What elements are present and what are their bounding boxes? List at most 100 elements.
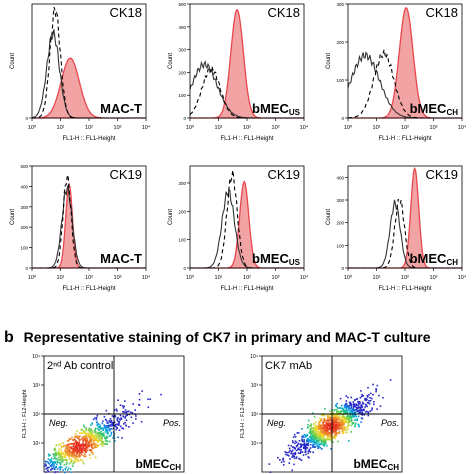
event-dot [77, 444, 80, 447]
event-dot [369, 392, 372, 395]
event-dot [99, 434, 101, 437]
event-dot [308, 441, 310, 443]
event-dot [109, 421, 112, 424]
event-dot [352, 408, 354, 411]
y-tick-label: 0 [341, 266, 344, 271]
event-dot [307, 426, 309, 428]
event-dot [287, 444, 290, 447]
event-dot [90, 429, 93, 431]
event-dot [336, 402, 339, 405]
event-dot [48, 455, 50, 457]
event-dot [61, 457, 64, 459]
event-dot [343, 418, 346, 421]
event-dot [147, 398, 149, 400]
event-dot [333, 437, 335, 439]
event-dot [93, 440, 95, 442]
event-dot [359, 406, 361, 409]
event-dot [350, 424, 353, 427]
event-dot [303, 438, 305, 441]
event-dot [82, 436, 85, 438]
event-dot [336, 426, 339, 429]
event-dot [354, 405, 356, 408]
event-dot [83, 426, 86, 428]
event-dot [350, 418, 353, 420]
event-dot [301, 438, 303, 440]
event-dot [94, 445, 96, 448]
event-dot [280, 461, 283, 463]
event-dot [112, 423, 114, 426]
event-dot [76, 445, 78, 448]
event-dot [364, 406, 366, 408]
event-dot [343, 422, 346, 425]
x-tick-label: 10¹ [215, 125, 223, 131]
event-dot [85, 435, 87, 437]
event-dot [312, 451, 314, 454]
event-dot [104, 425, 106, 427]
event-dot [106, 430, 109, 433]
event-dot [379, 405, 382, 407]
event-dot [349, 401, 352, 404]
event-dot [306, 440, 308, 442]
event-dot [357, 401, 360, 403]
event-dot [67, 445, 69, 447]
event-dot [62, 445, 65, 448]
event-dot [85, 441, 87, 443]
event-dot [118, 418, 121, 421]
event-dot [82, 460, 84, 463]
event-dot [327, 420, 330, 422]
event-dot [347, 396, 349, 399]
event-dot [286, 454, 289, 456]
event-dot [96, 445, 99, 448]
event-dot [55, 451, 58, 454]
event-dot [300, 448, 302, 451]
event-dot [122, 407, 125, 409]
event-dot [70, 471, 73, 473]
event-dot [315, 421, 318, 423]
event-dot [345, 409, 347, 411]
event-dot [335, 426, 338, 428]
event-dot [60, 454, 62, 456]
event-dot [330, 448, 332, 450]
event-dot [324, 431, 326, 434]
event-dot [315, 434, 318, 437]
event-dot [83, 431, 85, 433]
event-dot [338, 417, 341, 419]
event-dot [70, 458, 72, 461]
event-dot [94, 427, 97, 430]
event-dot [71, 436, 73, 439]
event-dot [117, 417, 119, 419]
event-dot [74, 458, 77, 461]
event-dot [344, 412, 346, 415]
event-dot [105, 419, 108, 422]
event-dot [288, 454, 290, 457]
event-dot [358, 425, 360, 428]
event-dot [85, 429, 88, 432]
event-dot [320, 434, 322, 437]
event-dot [310, 441, 313, 443]
event-dot [319, 425, 321, 428]
event-dot [319, 428, 321, 430]
event-dot [343, 410, 345, 413]
event-dot [131, 412, 134, 414]
event-dot [356, 404, 358, 407]
event-dot [304, 447, 307, 450]
event-dot [108, 440, 111, 443]
event-dot [101, 437, 103, 439]
event-dot [359, 397, 362, 399]
event-dot [327, 428, 330, 430]
y-tick-label: 500 [20, 164, 28, 169]
panel-label: CK7 mAb [265, 360, 312, 372]
event-dot [337, 421, 339, 424]
event-dot [328, 427, 331, 430]
event-dot [329, 422, 332, 425]
event-dot [363, 414, 366, 416]
event-dot [376, 384, 379, 387]
event-dot [361, 417, 364, 420]
event-dot [58, 458, 61, 461]
event-dot [342, 412, 345, 415]
event-dot [327, 425, 330, 427]
event-dot [350, 405, 353, 408]
event-dot [67, 440, 69, 442]
event-dot [337, 416, 340, 419]
event-dot [349, 412, 351, 415]
